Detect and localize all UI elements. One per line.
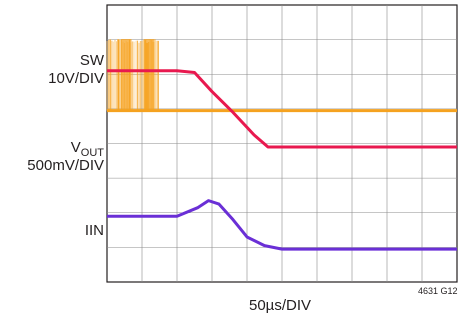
grid xyxy=(107,5,457,282)
vout-trace xyxy=(107,69,457,149)
traces xyxy=(107,69,457,251)
sw-burst-dense xyxy=(121,39,132,111)
figure-id: 4631 G12 xyxy=(418,286,458,296)
sw-switching-bursts xyxy=(106,39,159,111)
vout-label-main: V xyxy=(70,139,81,156)
sw-label: SW xyxy=(79,52,104,69)
vout-label: VOUT xyxy=(44,139,104,162)
sw-scale-label: 10V/DIV xyxy=(48,70,104,87)
vout-scale-label: 500mV/DIV xyxy=(27,157,104,174)
iin-label: IIN xyxy=(84,222,104,239)
sw-burst-dense xyxy=(143,39,155,111)
x-axis-label: 50µs/DIV xyxy=(249,297,311,314)
vout-label-sub: OUT xyxy=(80,147,104,159)
iin-trace xyxy=(107,199,457,251)
